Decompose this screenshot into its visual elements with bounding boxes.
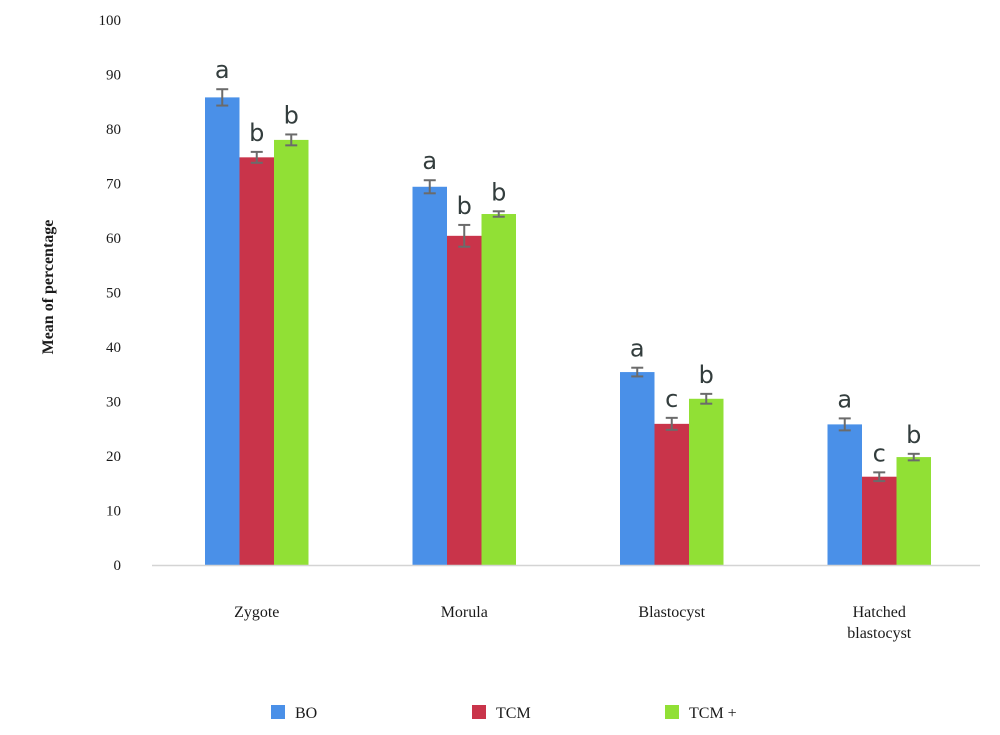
legend-swatch bbox=[665, 705, 679, 719]
legend: BO TCM TCM + bbox=[271, 705, 737, 722]
significance-letter: b bbox=[491, 178, 506, 206]
y-tick-label: 50 bbox=[106, 286, 121, 302]
category-label: blastocyst bbox=[847, 625, 912, 642]
bar bbox=[654, 423, 689, 565]
category-label: Blastocyst bbox=[638, 604, 705, 621]
bar bbox=[274, 139, 309, 565]
y-tick-label: 30 bbox=[106, 395, 121, 411]
category-label: Morula bbox=[441, 604, 488, 621]
legend-label: TCM + bbox=[689, 705, 737, 722]
significance-letter: a bbox=[215, 56, 230, 84]
bar bbox=[239, 157, 274, 565]
bar bbox=[205, 97, 240, 565]
significance-letter: a bbox=[837, 385, 852, 413]
significance-letter: c bbox=[873, 439, 886, 467]
significance-letter: b bbox=[457, 192, 472, 220]
y-tick-label: 40 bbox=[106, 340, 121, 356]
y-tick-label: 90 bbox=[106, 68, 121, 84]
legend-label: TCM bbox=[496, 705, 531, 722]
y-tick-label: 100 bbox=[99, 13, 122, 29]
error-bars bbox=[216, 88, 920, 483]
y-tick-label: 20 bbox=[106, 449, 121, 465]
bar bbox=[620, 372, 655, 565]
significance-letter: c bbox=[665, 385, 678, 413]
bar bbox=[689, 398, 724, 565]
bar bbox=[412, 186, 447, 565]
y-tick-label: 70 bbox=[106, 177, 121, 193]
significance-letter: a bbox=[422, 147, 437, 175]
significance-letter: b bbox=[249, 119, 264, 147]
y-tick-label: 80 bbox=[106, 122, 121, 138]
x-axis-category-labels: Zygote Morula Blastocyst Hatched blastocyst bbox=[234, 604, 912, 642]
significance-letter: b bbox=[906, 421, 921, 449]
category-label: Zygote bbox=[234, 604, 279, 621]
significance-letter: b bbox=[699, 361, 714, 389]
bar bbox=[447, 235, 482, 565]
bar bbox=[896, 457, 931, 565]
bar-series bbox=[205, 97, 931, 565]
category-label: Hatched bbox=[853, 604, 906, 621]
legend-swatch bbox=[271, 705, 285, 719]
bar bbox=[827, 424, 862, 565]
legend-swatch bbox=[472, 705, 486, 719]
legend-label: BO bbox=[295, 705, 317, 722]
bar bbox=[481, 214, 516, 565]
significance-letter: a bbox=[630, 335, 645, 363]
y-tick-label: 10 bbox=[106, 504, 121, 520]
y-axis-label: Mean of percentage bbox=[40, 220, 57, 355]
y-tick-label: 0 bbox=[114, 558, 122, 574]
y-tick-label: 60 bbox=[106, 231, 121, 247]
y-axis-ticks: 0 10 20 30 40 50 60 70 80 90 100 bbox=[99, 13, 122, 574]
significance-letter: b bbox=[284, 101, 299, 129]
bar bbox=[862, 476, 897, 565]
